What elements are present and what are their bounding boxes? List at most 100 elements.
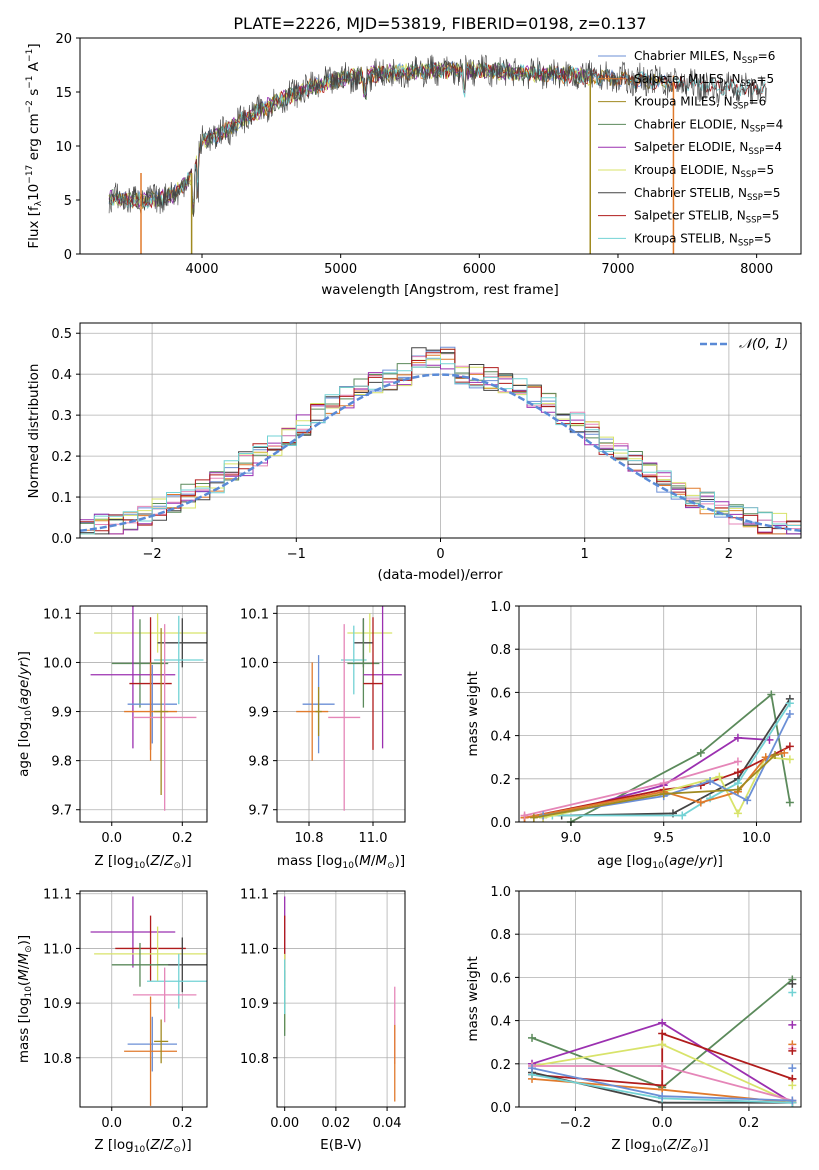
wZ-marker-pink	[658, 1061, 667, 1070]
wZ-marker-salpeter_stelib	[658, 1029, 667, 1038]
wAge-marker-pink	[733, 757, 742, 766]
ageM-frame	[276, 605, 406, 823]
wZ-marker-chabrier_miles	[788, 1096, 797, 1105]
spectrum-y-label: Flux [fλ10−17 erg cm−2 s−1 A−1]	[25, 43, 44, 248]
weight-Z-y-label: mass weight	[465, 956, 481, 1041]
ageM-x-tick-label: 10.8	[295, 831, 324, 846]
wAge-marker-chabrier_elodie	[696, 748, 705, 757]
wZ-marker-kroupa_elodie	[658, 1040, 667, 1049]
age-vs-metallicity-panel: 0.0 0.2 9.7 9.8 9.9 10.0 10.1	[43, 605, 208, 846]
ageM-y-tick-label: 9.8	[248, 755, 269, 770]
spectrum-x-tick-label: 4000	[185, 262, 218, 277]
wAge-y-tick-label: 1.0	[490, 600, 511, 615]
legend-label-salpeter_elodie: Salpeter ELODIE, NSSP=4	[634, 140, 782, 157]
wAge-marker-kroupa_elodie	[715, 772, 724, 781]
spectrum-title: PLATE=2226, MJD=53819, FIBERID=0198, z=0…	[233, 14, 646, 33]
wZ-x-label: Z [log10(Z/Z⊙)]	[611, 1137, 708, 1155]
ageZ-frame	[79, 605, 208, 823]
wAge-y-tick-label: 0.8	[490, 643, 511, 658]
legend-label-chabrier_stelib: Chabrier STELIB, NSSP=5	[634, 186, 781, 203]
mE-y-tick-label: 11.0	[240, 942, 269, 957]
wAge-marker-chabrier_miles	[743, 796, 752, 805]
residual-y-tick-label: 0.5	[51, 327, 72, 342]
residual-y-tick-label: 0.1	[51, 491, 72, 506]
wZ-edge-marker	[788, 1020, 797, 1029]
ageZ-y-tick-label: 9.9	[51, 706, 72, 721]
spectrum-y-tick-label: 0	[64, 248, 72, 263]
wAge-marker-kroupa_miles	[771, 751, 780, 760]
spectrum-y-tick-label: 20	[55, 32, 72, 47]
spectrum-series-chabrier_miles	[108, 60, 674, 209]
residual-x-tick-label: −2	[143, 547, 162, 562]
mZ-frame	[79, 890, 208, 1108]
age-vs-mass-panel: 10.8 11.0 9.7 9.8 9.9 10.0 10.1	[240, 605, 406, 846]
residual-y-tick-label: 0.3	[51, 409, 72, 424]
wAge-marker-kroupa_miles	[659, 789, 668, 798]
spectrum-y-ticks: 0 5 10 15 20	[55, 32, 80, 263]
mE-x-tick-label: 0.02	[321, 1116, 350, 1131]
residual-y-label: Normed distribution	[26, 364, 42, 499]
residual-histogram-kroupa_elodie	[80, 348, 801, 535]
wAge-marker-chabrier_miles	[785, 710, 794, 718]
mZ-x-tick-label: 0.0	[101, 1116, 122, 1131]
wZ-marker-chabrier_miles	[528, 1064, 537, 1073]
legend-label-salpeter_stelib: Salpeter STELIB, NSSP=5	[634, 209, 779, 226]
spectrum-panel: PLATE=2226, MJD=53819, FIBERID=0198, z=0…	[25, 14, 802, 298]
residual-histogram-kroupa_stelib	[80, 357, 801, 535]
residual-y-tick-label: 0.2	[51, 450, 72, 465]
wAge-marker-chabrier_elodie	[785, 798, 794, 807]
spectrum-x-tick-label: 7000	[601, 262, 634, 277]
spectrum-series-chabrier_stelib	[108, 54, 767, 217]
wAge-series-kroupa_miles	[533, 754, 776, 819]
normal-curve	[79, 373, 802, 533]
wAge-x-tick-label: 10.0	[742, 831, 771, 846]
weight-age-y-label: mass weight	[465, 671, 481, 756]
spectrum-x-tick-label: 5000	[324, 262, 357, 277]
spectrum-y-tick-label: 5	[64, 194, 72, 209]
wAge-marker-kroupa_elodie	[785, 755, 794, 764]
wZ-series-salpeter_stelib	[531, 1032, 793, 1087]
wAge-frame	[518, 605, 802, 823]
mE-y-tick-label: 11.1	[240, 888, 269, 903]
mE-x-tick-label: 0.04	[373, 1116, 402, 1131]
mZ-y-tick-label: 10.9	[43, 997, 72, 1012]
wZ-y-tick-label: 1.0	[490, 885, 511, 900]
wZ-y-tick-label: 0.8	[490, 928, 511, 943]
ageZ-y-tick-label: 9.8	[51, 755, 72, 770]
legend-label-kroupa_elodie: Kroupa ELODIE, NSSP=5	[634, 163, 774, 180]
residual-x-tick-label: 1	[581, 547, 589, 562]
wZ-y-tick-label: 0.2	[490, 1058, 511, 1073]
wZ-x-tick-label: −0.2	[560, 1116, 592, 1131]
wAge-y-tick-label: 0.2	[490, 773, 511, 788]
mZ-y-tick-label: 10.8	[43, 1052, 72, 1067]
mass-y-label: mass [log10(M/M⊙)]	[16, 935, 34, 1063]
wAge-series-kroupa_stelib	[552, 702, 791, 817]
wAge-marker-kroupa_miles	[733, 785, 742, 794]
legend-label-kroupa_stelib: Kroupa STELIB, NSSP=5	[634, 231, 772, 248]
wAge-marker-chabrier_miles	[706, 776, 715, 785]
mE-x-tick-label: 0.00	[270, 1116, 299, 1131]
mE-y-tick-label: 10.9	[240, 997, 269, 1012]
wAge-marker-salpeter_stelib	[733, 768, 742, 777]
mZ-x-tick-label: 0.2	[172, 1116, 193, 1131]
wAge-series-pink	[524, 760, 739, 817]
spectrum-x-tick-label: 8000	[740, 262, 773, 277]
wAge-marker-salpeter_elodie	[733, 733, 742, 742]
wZ-x-tick-label: 0.2	[739, 1116, 760, 1131]
wAge-x-tick-label: 9.5	[653, 831, 674, 846]
normal-legend-label: 𝒩(0, 1)	[739, 336, 788, 352]
legend-label-kroupa_miles: Kroupa MILES, NSSP=6	[634, 95, 766, 112]
ageM-x-label: mass [log10(M/M⊙)]	[277, 853, 405, 871]
wZ-edge-marker	[788, 988, 797, 997]
wAge-marker-kroupa_stelib	[785, 699, 794, 708]
age-y-label: age [log10(age/yr)]	[16, 651, 34, 777]
ageM-y-tick-label: 10.1	[240, 607, 269, 622]
spectrum-x-tick-label: 6000	[463, 262, 496, 277]
mE-x-label: E(B-V)	[320, 1137, 362, 1153]
ageZ-y-tick-label: 10.1	[43, 607, 72, 622]
residual-x-tick-label: 0	[436, 547, 444, 562]
residual-plot-area	[79, 323, 802, 539]
weight-vs-age-panel: 9.0 9.5 10.0 0.0 0.2 0.4 0.6 0.8 1.0	[490, 600, 802, 846]
wAge-marker-chabrier_elodie	[767, 690, 776, 699]
wZ-edge-marker	[788, 1064, 797, 1073]
